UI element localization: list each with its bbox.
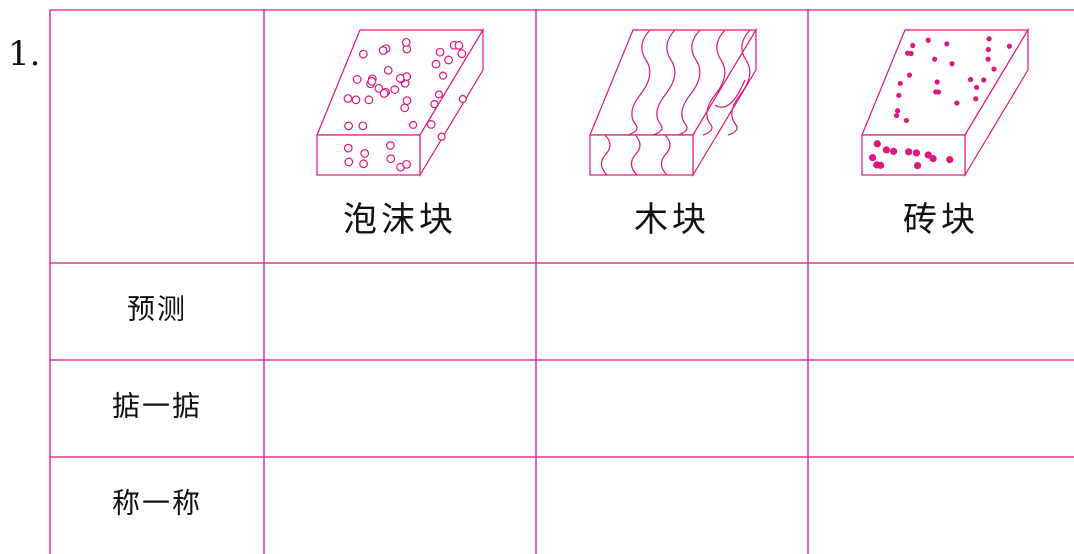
foam-hole <box>343 143 353 153</box>
foam-hole <box>386 154 396 164</box>
brick-dot <box>932 56 938 62</box>
brick-dot <box>876 161 885 169</box>
brick-dot <box>985 46 991 53</box>
foam-hole <box>454 40 464 50</box>
foam-hole <box>444 55 453 65</box>
brick-dot <box>905 50 911 56</box>
foam-hole <box>364 95 374 105</box>
brick-dot <box>934 79 940 85</box>
foam-hole <box>430 100 439 109</box>
foam-hole <box>383 65 393 75</box>
foam-hole <box>402 159 411 169</box>
brick-dot <box>924 151 932 159</box>
column-header: 砖块 <box>903 200 979 240</box>
wood-grain <box>714 79 746 108</box>
brick-dot <box>986 36 992 42</box>
foam-hole <box>409 120 418 130</box>
brick-dot <box>973 84 980 91</box>
foam-hole <box>435 47 445 57</box>
block-front <box>589 134 694 176</box>
foam-hole <box>358 49 368 59</box>
brick-dot <box>882 146 890 154</box>
column-header: 木块 <box>634 200 710 240</box>
foam-hole <box>367 76 377 86</box>
row-label: 称一称 <box>112 487 202 520</box>
foam-hole <box>457 49 467 59</box>
row-label: 预测 <box>127 293 187 326</box>
foam-hole <box>385 141 395 150</box>
brick-dot <box>935 89 942 95</box>
wood-grain <box>600 134 611 176</box>
foam-hole <box>458 94 467 104</box>
block-illustration <box>589 27 758 178</box>
brick-dot <box>896 92 902 99</box>
foam-hole <box>402 96 412 106</box>
foam-hole <box>390 85 400 94</box>
block-illustration <box>861 27 1030 178</box>
brick-dot <box>954 100 960 106</box>
brick-dot <box>949 61 955 67</box>
foam-hole <box>344 157 354 167</box>
brick-dot <box>968 76 974 83</box>
wood-grain <box>702 29 726 136</box>
foam-hole <box>395 73 405 83</box>
foam-hole <box>343 94 353 103</box>
foam-hole <box>351 95 361 105</box>
foam-hole <box>360 149 370 158</box>
brick-dot <box>981 77 987 83</box>
brick-dot <box>873 140 881 148</box>
brick-dot <box>944 41 950 47</box>
foam-hole <box>344 121 353 131</box>
foam-hole <box>438 71 448 80</box>
brick-dot <box>906 72 913 78</box>
row-label: 掂一掂 <box>112 390 202 423</box>
brick-dot <box>985 56 991 62</box>
brick-dot <box>913 161 922 170</box>
brick-dot <box>912 149 921 157</box>
brick-dot <box>946 156 954 164</box>
block-illustration <box>316 27 485 178</box>
brick-dot <box>1006 43 1013 49</box>
brick-dot <box>895 108 901 114</box>
brick-dot <box>868 154 877 162</box>
brick-dot <box>905 148 913 156</box>
foam-hole <box>401 37 411 47</box>
foam-hole <box>374 83 384 93</box>
brick-dot <box>973 96 979 102</box>
brick-dot <box>889 147 898 155</box>
brick-dot <box>991 66 997 72</box>
wood-grain <box>727 29 751 136</box>
foam-hole <box>431 59 441 69</box>
foam-hole <box>426 119 436 129</box>
wood-grain <box>627 29 651 136</box>
wood-grain <box>677 29 701 136</box>
brick-dot <box>903 117 910 124</box>
wood-grain <box>652 29 676 136</box>
foam-hole <box>358 121 368 131</box>
item-number: 1. <box>8 34 40 74</box>
foam-hole <box>378 46 388 55</box>
foam-hole <box>400 103 410 113</box>
illustrations <box>316 27 1030 178</box>
table-grid <box>49 9 1074 554</box>
wood-grain <box>660 134 671 176</box>
brick-dot <box>925 37 931 43</box>
brick-dot <box>897 80 903 87</box>
wood-grain <box>630 134 641 176</box>
foam-hole <box>437 132 446 141</box>
foam-hole <box>352 75 362 84</box>
foam-hole <box>359 159 369 169</box>
brick-dot <box>893 112 900 119</box>
brick-dot <box>910 42 916 49</box>
foam-hole <box>434 90 444 99</box>
foam-hole <box>379 89 389 98</box>
column-header: 泡沫块 <box>343 200 457 240</box>
